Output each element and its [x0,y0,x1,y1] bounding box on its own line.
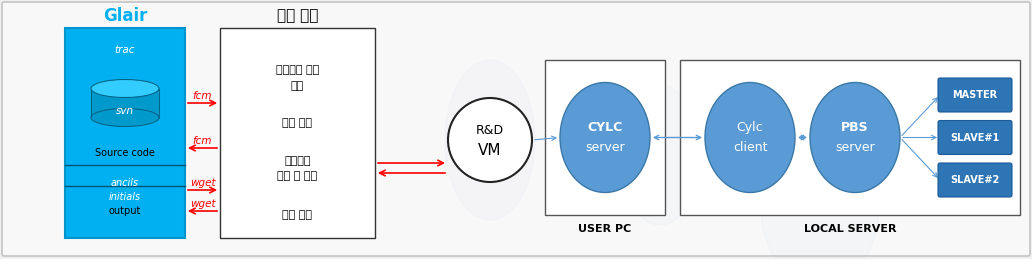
FancyBboxPatch shape [938,78,1012,112]
Ellipse shape [445,60,535,220]
Text: USER PC: USER PC [578,224,632,234]
Text: svn: svn [116,106,134,116]
Text: VM: VM [478,142,502,157]
Text: 수집 및 처리: 수집 및 처리 [278,171,318,181]
Text: 실험자료: 실험자료 [284,156,311,166]
Text: 설치: 설치 [291,81,304,91]
Ellipse shape [255,40,365,220]
Text: MASTER: MASTER [953,90,998,100]
Text: SLAVE#2: SLAVE#2 [950,175,1000,185]
FancyBboxPatch shape [938,120,1012,155]
Text: server: server [835,141,875,154]
Text: initials: initials [109,192,141,202]
Text: 자료 공유: 자료 공유 [283,210,313,220]
Bar [545,60,665,215]
Text: server: server [585,141,624,154]
Text: Glair: Glair [103,7,148,25]
Ellipse shape [810,83,900,192]
Bar [220,28,375,238]
Ellipse shape [705,83,795,192]
Ellipse shape [620,85,700,225]
Text: client: client [733,141,767,154]
Ellipse shape [560,83,650,192]
Text: Cylc: Cylc [737,121,764,134]
FancyBboxPatch shape [938,163,1012,197]
Ellipse shape [91,109,159,126]
Text: CYLC: CYLC [587,121,622,134]
Circle shape [448,98,533,182]
FancyBboxPatch shape [2,2,1030,256]
Text: PBS: PBS [841,121,869,134]
Ellipse shape [91,80,159,97]
Text: 저해상도 모델: 저해상도 모델 [276,65,319,75]
Text: output: output [108,206,141,216]
Bar [680,60,1020,215]
Text: 로컈 서버: 로컈 서버 [277,9,318,24]
Text: 모델 개발: 모델 개발 [283,118,313,128]
Text: R&D: R&D [476,124,504,136]
Text: fcm: fcm [193,91,213,101]
Text: wget: wget [190,199,216,209]
Bar [91,89,159,118]
Text: Source code: Source code [95,148,155,158]
Text: fcm: fcm [193,136,213,146]
Text: trac: trac [115,45,135,55]
Text: SLAVE#1: SLAVE#1 [950,133,1000,142]
Text: ancils: ancils [110,178,139,188]
Text: wget: wget [190,178,216,188]
Ellipse shape [760,110,880,259]
Bar [65,28,185,238]
Text: LOCAL SERVER: LOCAL SERVER [804,224,896,234]
